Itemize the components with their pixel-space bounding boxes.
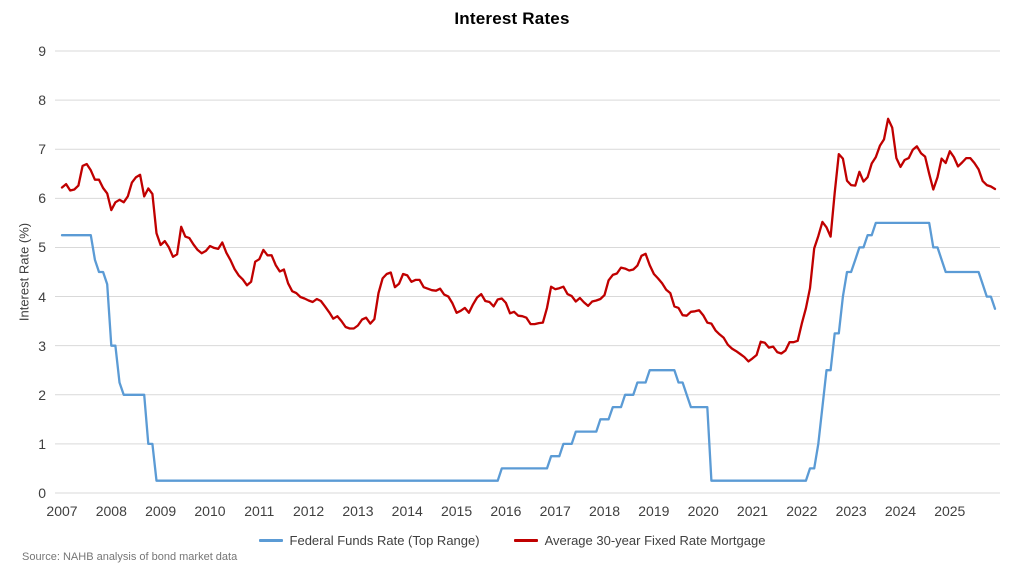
x-tick-label: 2007 (46, 503, 78, 519)
x-tick-label: 2022 (786, 503, 818, 519)
legend-item-0: Federal Funds Rate (Top Range) (258, 533, 480, 548)
y-tick-label: 6 (38, 190, 46, 207)
series-line-0 (60, 221, 997, 482)
x-tick-label: 2016 (490, 503, 522, 519)
y-tick-label: 8 (38, 92, 46, 109)
chart-title: Interest Rates (454, 9, 570, 28)
y-tick-label: 4 (38, 288, 46, 305)
x-tick-label: 2012 (293, 503, 325, 519)
x-tick-label: 2013 (342, 503, 374, 519)
x-tick-label: 2017 (539, 503, 571, 519)
x-tick-label: 2024 (884, 503, 917, 519)
x-tick-label: 2020 (687, 503, 719, 519)
legend: Federal Funds Rate (Top Range) Average 30… (0, 533, 1024, 548)
x-tick-label: 2015 (440, 503, 473, 519)
x-tick-label: 2019 (638, 503, 670, 519)
y-tick-label: 1 (38, 435, 46, 452)
source-note: Source: NAHB analysis of bond market dat… (22, 551, 238, 563)
x-tick-label: 2011 (244, 503, 275, 519)
legend-label: Federal Funds Rate (Top Range) (289, 533, 480, 548)
x-tick-label: 2014 (391, 503, 423, 519)
y-tick-label: 2 (38, 386, 46, 403)
legend-label: Average 30-year Fixed Rate Mortgage (544, 533, 766, 548)
x-tick-label: 2008 (95, 503, 127, 519)
y-tick-label: 5 (38, 239, 46, 256)
y-axis-title: Interest Rate (%) (16, 222, 32, 322)
legend-item-1: Average 30-year Fixed Rate Mortgage (513, 533, 766, 548)
y-tick-label: 9 (38, 43, 46, 59)
x-tick-label: 2023 (835, 503, 867, 519)
y-tick-label: 0 (38, 485, 46, 501)
x-tick-label: 2021 (736, 503, 769, 519)
y-tick-label: 7 (38, 141, 46, 158)
x-tick-label: 2025 (934, 503, 966, 519)
x-tick-label: 2018 (588, 503, 621, 519)
y-tick-label: 3 (38, 337, 46, 354)
legend-line-swatch (258, 539, 283, 542)
x-tick-label: 2010 (194, 503, 226, 519)
x-tick-label: 2009 (145, 503, 177, 519)
series-line-1 (60, 117, 997, 363)
legend-line-swatch (513, 539, 538, 542)
